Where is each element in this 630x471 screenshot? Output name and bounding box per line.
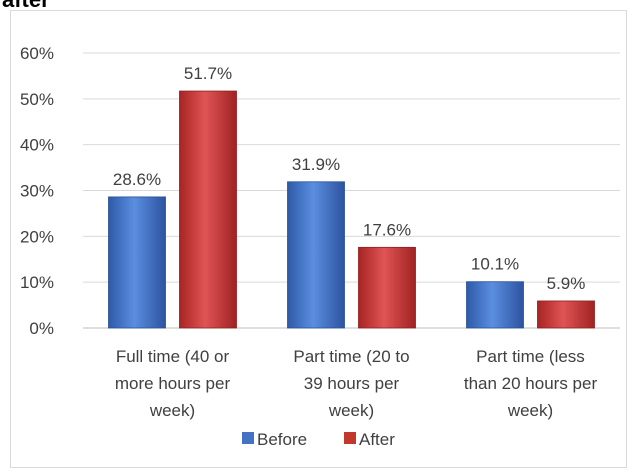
y-tick-label: 50% [20,90,54,109]
y-tick-label: 10% [20,273,54,292]
grid-layer [83,52,620,329]
category-label-layer: Full time (40 or more hours per week) Part … [115,347,598,420]
bar-after-0 [179,90,237,329]
bar-after-1 [358,246,416,329]
data-label: 51.7% [184,64,232,83]
data-label: 17.6% [363,220,411,239]
y-tick-label: 60% [20,44,54,63]
data-label: 31.9% [292,155,340,174]
data-label: 28.6% [113,170,161,189]
y-tick-labels: 0% 10% 20% 30% 40% 50% 60% [20,44,54,338]
legend-label: Before [257,430,307,449]
chart-frame [10,10,627,468]
legend: Before After [242,430,395,449]
category-label: week) [507,401,553,420]
y-tick-label: 30% [20,182,54,201]
bar-before-1 [287,181,345,329]
category-label: more hours per [115,374,231,393]
data-label: 5.9% [547,274,586,293]
legend-label: After [359,430,395,449]
data-label-layer: 28.6% 51.7% 31.9% 17.6% 10.1% 5.9% [113,64,585,293]
bar-after-2 [537,300,595,329]
category-label: week) [149,401,195,420]
category-label: week) [328,401,374,420]
category-label: Full time (40 or [116,347,230,366]
chart-title-cut: after [2,0,50,13]
bar-layer [108,90,595,329]
bar-before-0 [108,196,166,329]
legend-item-before: Before [242,430,307,449]
category-label: Part time (20 to [293,347,409,366]
bar-before-2 [466,281,524,329]
category-label: 39 hours per [304,374,400,393]
y-tick-label: 20% [20,227,54,246]
y-tick-label: 0% [29,319,54,338]
data-label: 10.1% [471,255,519,274]
legend-swatch [242,432,254,444]
category-label: Part time (less [476,347,585,366]
legend-item-after: After [344,430,395,449]
category-label: than 20 hours per [464,374,598,393]
y-tick-label: 40% [20,136,54,155]
legend-swatch [344,432,356,444]
